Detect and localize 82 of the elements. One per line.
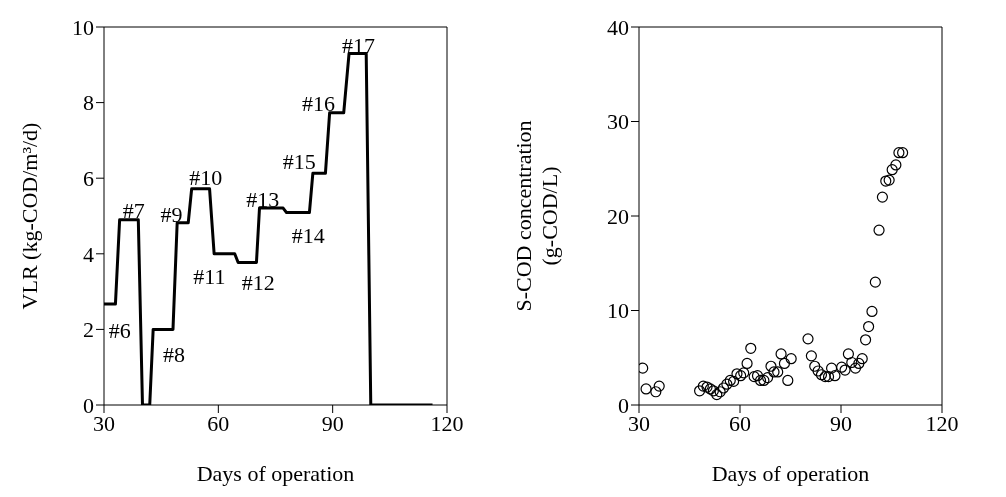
y-axis-title: S-COD concentration (g-COD/L) bbox=[511, 120, 562, 312]
point bbox=[639, 362, 649, 374]
y-tick-label: 10 bbox=[607, 298, 629, 324]
annotation: #15 bbox=[282, 148, 316, 174]
point bbox=[876, 191, 889, 203]
annotation: #13 bbox=[246, 186, 280, 212]
point bbox=[765, 360, 777, 372]
point bbox=[812, 365, 824, 377]
point bbox=[650, 386, 662, 398]
point bbox=[897, 147, 909, 159]
point bbox=[775, 348, 787, 360]
y-tick-label: 10 bbox=[72, 14, 94, 40]
point bbox=[815, 369, 828, 381]
point bbox=[697, 380, 709, 392]
point bbox=[825, 362, 838, 374]
x-axis-title: Days of operation bbox=[196, 461, 355, 486]
point bbox=[859, 334, 872, 346]
point bbox=[782, 374, 794, 387]
point bbox=[778, 357, 791, 370]
point bbox=[653, 380, 665, 392]
point bbox=[805, 350, 817, 362]
point bbox=[846, 356, 858, 369]
point bbox=[822, 371, 835, 383]
annotation: #16 bbox=[301, 91, 335, 117]
point bbox=[741, 357, 753, 370]
point bbox=[721, 378, 733, 390]
point bbox=[849, 362, 862, 374]
point bbox=[694, 385, 706, 397]
x-tick-label: 30 bbox=[628, 410, 650, 436]
point bbox=[829, 370, 841, 382]
point bbox=[869, 276, 881, 288]
point bbox=[863, 320, 875, 333]
x-tick-label: 120 bbox=[430, 410, 464, 436]
x-tick-label: 120 bbox=[925, 410, 959, 436]
point bbox=[853, 357, 865, 370]
y-tick-label: 2 bbox=[83, 317, 94, 343]
annotation: #6 bbox=[108, 317, 131, 343]
point bbox=[717, 382, 730, 394]
y-tick-label: 30 bbox=[607, 109, 629, 135]
point bbox=[758, 374, 770, 387]
y-tick-label: 0 bbox=[83, 392, 94, 418]
point bbox=[762, 372, 774, 384]
y-tick-label: 20 bbox=[607, 203, 629, 229]
point bbox=[731, 368, 743, 380]
point bbox=[893, 147, 905, 159]
point bbox=[751, 370, 764, 382]
annotation: #14 bbox=[291, 223, 325, 249]
point bbox=[890, 159, 902, 171]
point bbox=[785, 353, 797, 365]
point bbox=[842, 348, 855, 360]
annotation: #7 bbox=[122, 198, 145, 224]
point bbox=[886, 164, 898, 176]
x-axis-title: Days of operation bbox=[711, 461, 870, 486]
y-tick-label: 8 bbox=[83, 90, 94, 116]
y-tick-label: 0 bbox=[618, 392, 629, 418]
annotation: #9 bbox=[160, 202, 183, 228]
x-tick-label: 60 bbox=[207, 410, 230, 436]
point bbox=[640, 383, 652, 395]
point bbox=[819, 371, 831, 383]
point bbox=[768, 366, 780, 378]
annotation: #11 bbox=[193, 264, 226, 290]
annotation: #12 bbox=[241, 269, 275, 295]
point bbox=[724, 374, 736, 387]
y-tick-label: 40 bbox=[607, 14, 629, 40]
x-tick-label: 90 bbox=[830, 410, 852, 436]
annotation: #8 bbox=[163, 341, 186, 367]
point bbox=[754, 374, 767, 387]
x-tick-label: 90 bbox=[321, 410, 344, 436]
y-axis-title: VLR (kg-COD/m³/d) bbox=[17, 122, 42, 310]
annotation: #10 bbox=[189, 165, 223, 191]
y-tick-label: 4 bbox=[83, 241, 94, 267]
point bbox=[856, 353, 868, 365]
point bbox=[745, 342, 757, 354]
point bbox=[866, 305, 878, 318]
x-tick-label: 60 bbox=[729, 410, 751, 436]
point bbox=[873, 224, 885, 236]
point bbox=[809, 360, 821, 372]
point bbox=[772, 366, 784, 378]
point bbox=[728, 375, 740, 387]
y-tick-label: 6 bbox=[83, 166, 94, 192]
point bbox=[748, 371, 760, 383]
point bbox=[802, 333, 814, 345]
